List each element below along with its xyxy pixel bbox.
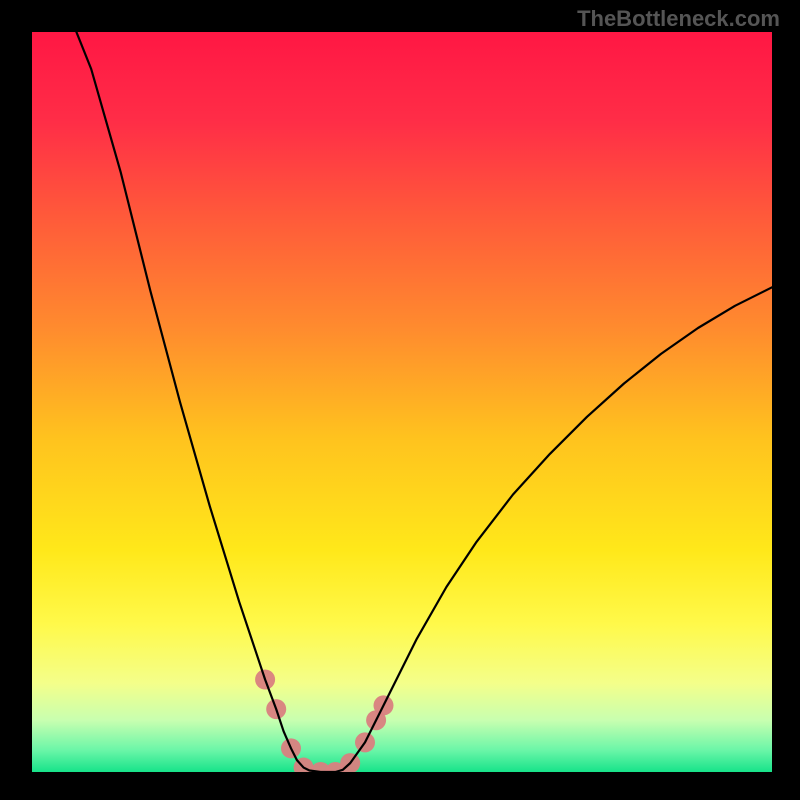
plot-background bbox=[32, 32, 772, 772]
plot-svg bbox=[32, 32, 772, 772]
watermark-text: TheBottleneck.com bbox=[577, 6, 780, 32]
bottleneck-plot bbox=[32, 32, 772, 772]
chart-frame: TheBottleneck.com bbox=[0, 0, 800, 800]
